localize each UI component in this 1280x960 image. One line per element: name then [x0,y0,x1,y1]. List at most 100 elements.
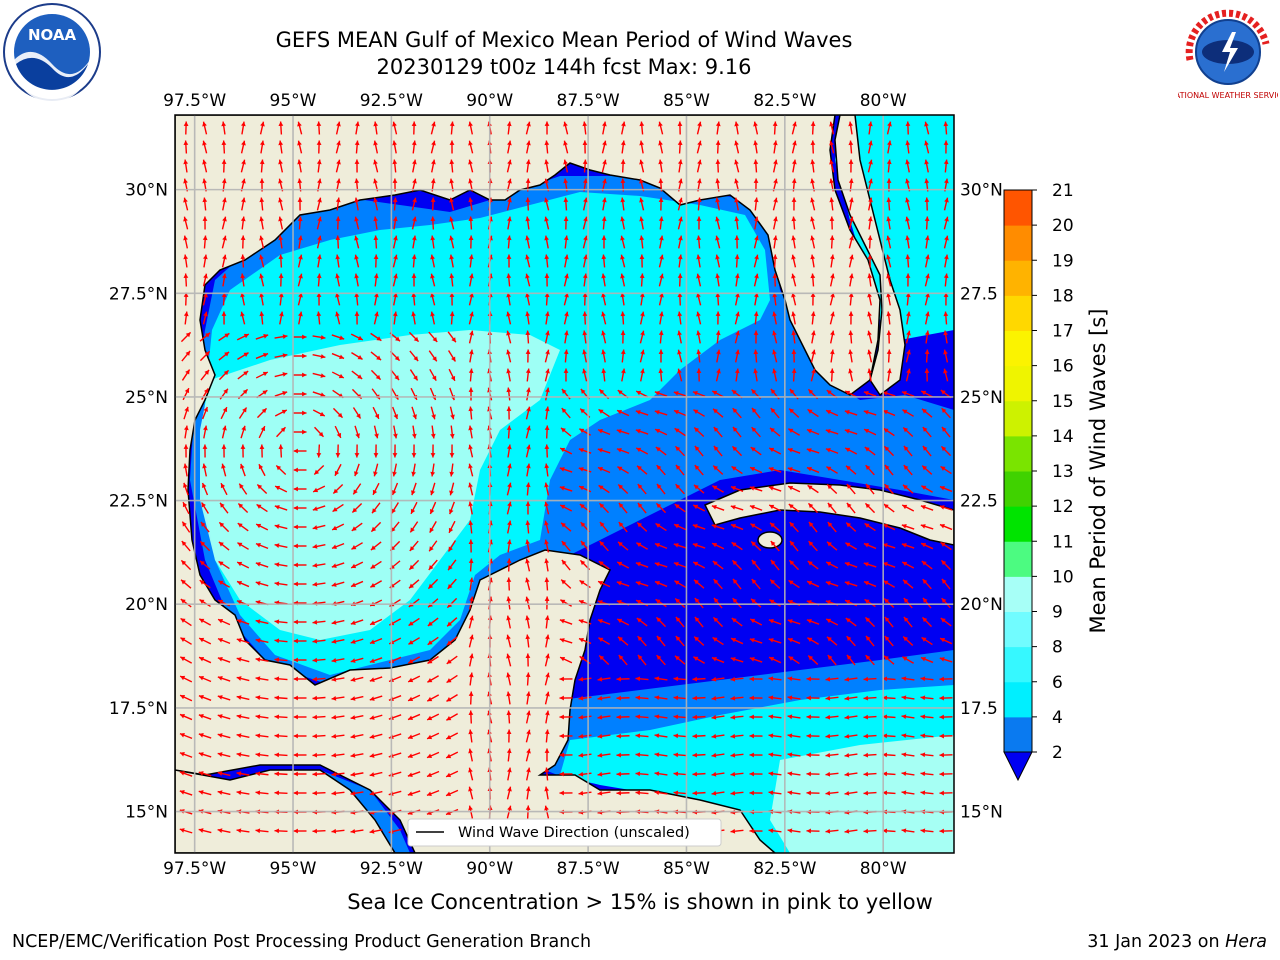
wind-arrow-head [674,428,680,433]
wind-arrow-head [924,330,930,336]
wind-arrow-head [787,637,793,643]
wind-arrow-head [883,504,889,509]
wind-arrow-head [351,545,357,550]
wind-arrow-head [259,159,265,165]
wind-arrow-head [825,676,831,682]
wind-arrow-head [468,539,474,544]
wind-arrow-head [544,254,550,260]
wind-arrow-head [559,676,564,682]
wind-arrow-head [317,235,322,241]
wind-arrow-head [179,828,185,833]
wind-arrow-head [202,140,207,146]
wind-arrow-head [334,470,340,476]
wind-arrow-head [712,637,718,642]
wind-arrow-head [469,273,474,279]
wind-arrow-head [713,579,719,585]
wind-arrow-head [772,140,778,146]
wind-arrow-head [274,562,280,568]
wind-arrow-head [830,311,835,317]
wind-arrow-head [241,159,246,165]
wind-arrow-head [635,771,641,777]
wind-arrow-head [411,490,416,496]
wind-arrow-head [673,790,679,796]
wind-arrow-head [279,311,284,317]
wind-arrow-head [886,368,892,374]
wind-arrow-head [659,235,664,241]
wind-arrow-head [275,485,281,491]
wind-arrow-head [373,273,379,279]
wind-arrow-head [639,273,645,279]
wind-arrow-head [844,752,850,758]
wind-arrow-head [393,235,398,241]
wind-arrow-head [692,714,698,720]
wind-arrow-head [331,658,337,663]
wind-arrow-head [886,311,892,317]
wind-arrow-head [678,216,683,222]
wind-arrow-head [293,448,298,454]
wind-arrow-head [320,392,326,397]
wind-arrow-head [601,254,607,260]
wind-arrow-head [525,501,531,506]
wind-arrow-head [184,406,189,412]
wind-arrow-head [544,805,549,811]
wind-arrow-head [450,375,456,381]
wind-arrow-head [468,159,473,165]
wind-arrow-head [217,790,223,795]
wind-arrow-head [941,598,947,604]
wind-arrow-head [278,444,284,450]
wind-arrow-head [601,330,606,336]
wind-arrow-head [944,254,949,260]
wind-arrow-head [544,178,549,184]
wind-arrow-head [506,387,512,393]
wind-arrow-head [370,582,376,588]
wind-arrow-head [274,828,280,834]
wind-arrow-head [579,580,585,585]
wind-arrow-head [582,140,588,145]
colorbar-tick-label: 19 [1052,251,1074,271]
wind-arrow-head [770,522,775,528]
wind-arrow-head [526,140,531,146]
wind-arrow-head [256,523,262,529]
wind-arrow-head [941,560,947,566]
wind-arrow-head [697,140,702,146]
wind-arrow-head [563,159,568,165]
wind-arrow-head [237,542,243,547]
wind-arrow-head [636,542,642,548]
wind-arrow-head [616,448,622,453]
wind-arrow-head [407,791,413,796]
lon-tick-bottom: 90°W [466,859,513,879]
wind-arrow-head [715,273,721,279]
wind-arrow-head [373,235,379,241]
wind-arrow-head [411,471,416,477]
wind-arrow-head [446,640,452,646]
wind-arrow-head [198,714,204,719]
wind-arrow-head [789,540,795,546]
wind-arrow-head [906,368,911,374]
wind-arrow-head [544,121,550,126]
wind-arrow-head [636,618,642,623]
wind-arrow-head [391,508,396,514]
wind-arrow-head [582,349,587,355]
wind-arrow-head [673,752,679,758]
wind-arrow-head [844,429,850,434]
wind-arrow-head [412,216,417,222]
wind-arrow-head [677,159,683,165]
wind-arrow-head [659,254,664,260]
wind-arrow-head [297,121,302,127]
wind-arrow-head [350,658,356,663]
noaa-logo: NOAA [3,3,101,102]
wind-arrow-head [694,427,700,433]
wind-arrow-head [924,216,930,222]
wind-arrow-head [673,391,679,396]
wind-arrow-head [920,656,926,662]
wind-arrow-head [806,466,812,472]
wind-arrow-head [370,620,376,626]
wind-arrow-head [559,733,564,739]
wind-arrow-head [696,273,701,279]
wind-arrow-head [579,656,585,661]
wind-arrow-head [544,596,550,601]
wind-arrow-head [507,159,512,165]
wind-arrow-head [351,563,357,569]
wind-arrow-head [183,140,189,146]
wind-arrow-head [863,790,869,796]
